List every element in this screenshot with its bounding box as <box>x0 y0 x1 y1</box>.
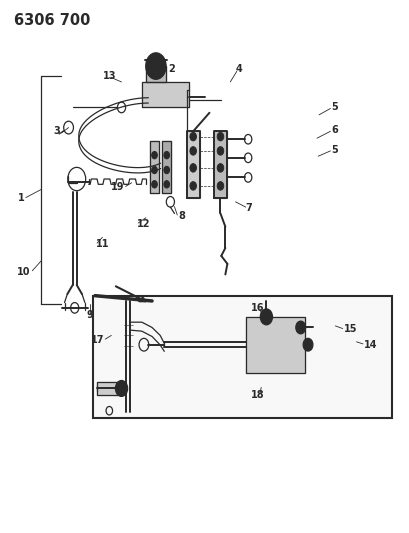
Circle shape <box>151 166 157 174</box>
Circle shape <box>189 132 196 141</box>
Circle shape <box>217 164 223 172</box>
Text: 5: 5 <box>330 145 337 155</box>
Text: 13: 13 <box>103 70 116 80</box>
Circle shape <box>145 53 166 79</box>
Circle shape <box>260 309 272 325</box>
Text: 4: 4 <box>235 64 242 74</box>
Text: 16: 16 <box>251 303 264 313</box>
Text: 7: 7 <box>245 203 252 213</box>
Circle shape <box>151 181 157 188</box>
Text: 17: 17 <box>90 335 104 345</box>
Text: 15: 15 <box>343 324 356 334</box>
Circle shape <box>164 151 169 159</box>
Text: 14: 14 <box>363 340 376 350</box>
Text: 11: 11 <box>96 239 110 249</box>
Circle shape <box>217 147 223 155</box>
Polygon shape <box>142 82 188 108</box>
Circle shape <box>115 381 127 397</box>
Text: 12: 12 <box>137 219 151 229</box>
Circle shape <box>302 338 312 351</box>
Circle shape <box>189 147 196 155</box>
Circle shape <box>217 132 223 141</box>
Circle shape <box>295 321 305 334</box>
Text: 6: 6 <box>330 125 337 135</box>
Polygon shape <box>97 382 121 395</box>
Text: 10: 10 <box>17 267 31 277</box>
Text: 18: 18 <box>251 390 264 400</box>
Text: 1: 1 <box>18 192 25 203</box>
Text: 6306 700: 6306 700 <box>14 13 90 28</box>
Circle shape <box>189 164 196 172</box>
Text: 9: 9 <box>86 310 93 320</box>
Circle shape <box>164 181 169 188</box>
Polygon shape <box>162 141 171 193</box>
Polygon shape <box>145 66 166 82</box>
Polygon shape <box>186 131 199 198</box>
Circle shape <box>189 182 196 190</box>
Circle shape <box>217 182 223 190</box>
Text: 2: 2 <box>168 64 175 74</box>
FancyBboxPatch shape <box>93 296 391 418</box>
Circle shape <box>151 151 157 159</box>
Text: 19: 19 <box>110 182 124 192</box>
Polygon shape <box>245 317 304 373</box>
Polygon shape <box>150 141 159 193</box>
Text: 3: 3 <box>54 126 60 136</box>
Circle shape <box>164 166 169 174</box>
Text: 8: 8 <box>178 211 185 221</box>
Polygon shape <box>213 131 227 198</box>
Text: 5: 5 <box>330 102 337 112</box>
